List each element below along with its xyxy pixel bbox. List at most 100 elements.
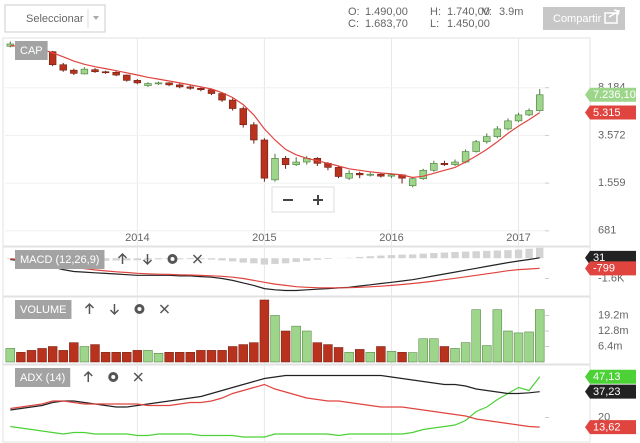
- panel: [2, 37, 591, 247]
- volume-bar: [524, 331, 534, 363]
- volume-bar: [122, 352, 132, 363]
- volume-bar: [460, 342, 471, 363]
- last-value-label: 37,23: [593, 386, 621, 398]
- candle-body: [430, 163, 438, 171]
- candle-body: [59, 64, 67, 71]
- candle-body: [440, 163, 449, 165]
- info-key: H:: [430, 6, 441, 18]
- candle-body: [165, 82, 173, 86]
- series-line: [10, 376, 541, 438]
- volume-bar: [280, 330, 291, 363]
- volume-bar: [291, 325, 301, 363]
- volume-bar: [471, 309, 481, 363]
- histogram-bar: [356, 256, 364, 259]
- candle-body: [366, 173, 374, 176]
- candle-body: [536, 94, 544, 111]
- volume-bar: [111, 352, 121, 363]
- y-tick-label: -1.6K: [598, 272, 625, 284]
- close-icon[interactable]: [159, 304, 169, 314]
- last-value-box: [585, 261, 636, 276]
- candle-body: [356, 172, 364, 176]
- histogram-bar: [123, 258, 131, 261]
- volume-bar: [132, 350, 143, 363]
- histogram-bar: [303, 258, 311, 261]
- last-value-label: 13,62: [593, 421, 621, 433]
- candle-body: [186, 86, 194, 89]
- histogram-bar: [218, 258, 226, 261]
- panel-title-box: [15, 41, 48, 60]
- volume-bar: [513, 332, 524, 363]
- histogram-bar: [313, 258, 322, 260]
- zoom-controls[interactable]: [271, 186, 335, 213]
- close-icon[interactable]: [192, 254, 203, 264]
- candle-body: [144, 83, 152, 86]
- candle-body: [133, 80, 142, 84]
- candle-body: [504, 120, 512, 130]
- move-down-icon[interactable]: [142, 254, 153, 266]
- volume-bar: [185, 352, 195, 363]
- candle-body: [6, 43, 14, 47]
- volume-bar: [16, 352, 26, 363]
- histogram-bar: [472, 251, 480, 259]
- info-value: 1.683,70: [365, 18, 408, 30]
- volume-bar: [227, 346, 238, 363]
- volume-bar: [418, 338, 428, 363]
- volume-bar: [492, 309, 503, 363]
- histogram-bar: [514, 249, 523, 259]
- zoom-in[interactable]: [313, 195, 323, 205]
- histogram-bar: [419, 253, 427, 259]
- share-icon: [604, 12, 618, 24]
- move-up-icon[interactable]: [84, 302, 94, 314]
- info-key: L:: [430, 18, 439, 30]
- candle-body: [112, 71, 120, 76]
- volume-bar: [206, 350, 217, 363]
- candle-body: [334, 167, 343, 177]
- histogram-bar: [440, 252, 449, 259]
- histogram-bar: [112, 258, 120, 261]
- select-label: Seleccionar: [26, 13, 84, 25]
- candle-body: [345, 172, 353, 179]
- candle-body: [260, 139, 269, 179]
- x-tick-label: 2017: [506, 232, 530, 244]
- move-up-icon[interactable]: [117, 252, 128, 264]
- volume-bar: [376, 346, 386, 363]
- candle-body: [101, 71, 110, 74]
- candle-body: [514, 114, 523, 122]
- candle-body: [387, 174, 396, 177]
- candle-body: [197, 88, 205, 91]
- move-down-icon[interactable]: [109, 304, 119, 316]
- last-value-box: [585, 369, 636, 384]
- histogram-bar: [133, 258, 142, 261]
- candle-body: [218, 93, 226, 101]
- move-up-icon[interactable]: [83, 370, 93, 382]
- candle-body: [451, 161, 459, 165]
- candle-body: [239, 108, 247, 126]
- volume-bar: [58, 350, 68, 363]
- histogram-bar: [525, 248, 533, 259]
- volume-bar: [37, 348, 47, 363]
- volume-bar: [69, 342, 79, 363]
- volume-bar: [482, 345, 492, 363]
- candle-body: [292, 161, 300, 165]
- settings-hole: [111, 375, 116, 379]
- y-tick-label: 681: [598, 225, 616, 237]
- series-line: [10, 258, 540, 289]
- panel-title: ADX (14): [20, 372, 65, 384]
- candle-body: [80, 68, 89, 75]
- histogram-bar: [398, 254, 406, 259]
- volume-bar: [217, 350, 227, 363]
- y-tick-label: 3.572: [598, 129, 626, 141]
- panel-title-box: [15, 250, 105, 269]
- panel-title: VOLUME: [20, 304, 66, 316]
- share-arrow: [608, 9, 620, 18]
- close-icon[interactable]: [133, 372, 143, 382]
- volume-bar: [503, 330, 513, 363]
- volume-bar: [90, 344, 100, 363]
- volume-bar: [365, 352, 375, 363]
- volume-bar: [238, 344, 248, 363]
- volume-bar: [333, 347, 344, 363]
- settings-hole: [170, 257, 175, 261]
- candle-body: [228, 99, 237, 109]
- candle-body: [154, 82, 163, 85]
